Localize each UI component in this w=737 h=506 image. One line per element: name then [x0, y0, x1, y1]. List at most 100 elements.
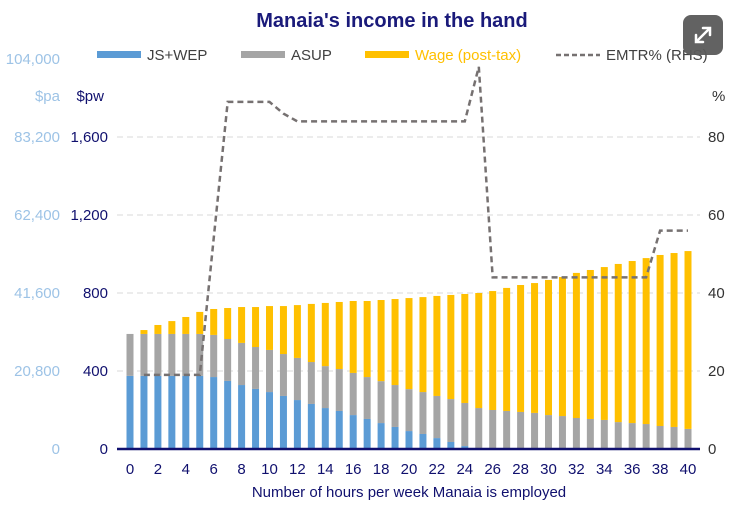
x-tick: 10: [261, 461, 278, 478]
bar-asup-32: [572, 417, 580, 449]
bar-wage-post-tax-27: [503, 287, 511, 411]
bar-asup-23: [447, 399, 455, 442]
bar-wage-post-tax-30: [545, 279, 552, 416]
bar-asup-24: [461, 402, 469, 447]
bar-asup-22: [433, 395, 441, 439]
y-tick-pw: 1,200: [70, 207, 108, 224]
bar-asup-18: [377, 381, 385, 424]
legend-swatch-asup: [241, 51, 285, 58]
legend-label-js-wep: JS+WEP: [147, 47, 207, 64]
bar-asup-11: [279, 354, 287, 396]
bar-wage-post-tax-11: [279, 306, 287, 355]
bar-js-wep-0: [126, 375, 134, 449]
bar-js-wep-18: [377, 423, 385, 449]
y-tick-pw: 1,600: [70, 129, 108, 146]
x-tick: 26: [484, 461, 501, 478]
x-tick: 16: [345, 461, 362, 478]
bar-wage-post-tax-34: [600, 267, 608, 420]
legend-swatch-js-wep: [97, 51, 141, 58]
bar-js-wep-16: [349, 415, 357, 449]
y-tick-right: 60: [708, 207, 725, 224]
bar-asup-8: [238, 342, 246, 386]
chart-title: Manaia's income in the hand: [256, 10, 527, 32]
bar-wage-post-tax-4: [182, 316, 190, 334]
bars: [126, 251, 692, 449]
y-axis-label-right: %: [712, 88, 725, 105]
x-tick: 8: [237, 461, 245, 478]
bar-asup-0: [126, 333, 134, 376]
legend-label-emtr-rhs: EMTR% (RHS): [606, 47, 708, 64]
y-tick-pa: 83,200: [14, 129, 60, 146]
bar-asup-5: [196, 333, 204, 376]
bar-wage-post-tax-40: [684, 251, 692, 429]
x-tick: 12: [289, 461, 306, 478]
bar-asup-12: [293, 357, 301, 401]
bar-js-wep-21: [419, 433, 427, 449]
y-axis-label-pw: $pw: [76, 88, 104, 105]
bar-wage-post-tax-18: [377, 300, 385, 382]
bar-wage-post-tax-6: [210, 308, 218, 335]
bar-wage-post-tax-38: [656, 254, 664, 426]
bar-asup-28: [517, 411, 525, 449]
y-tick-right: 40: [708, 285, 725, 302]
x-tick: 34: [596, 461, 613, 478]
bar-js-wep-11: [279, 395, 287, 449]
bar-wage-post-tax-2: [154, 324, 162, 334]
bar-asup-25: [475, 408, 483, 449]
y-tick-pa: 41,600: [14, 285, 60, 302]
bar-wage-post-tax-35: [614, 263, 622, 423]
bar-asup-10: [266, 349, 273, 393]
bar-asup-1: [140, 333, 148, 376]
x-tick: 36: [624, 461, 641, 478]
bar-wage-post-tax-8: [238, 307, 246, 343]
x-tick: 24: [456, 461, 473, 478]
bar-asup-36: [628, 423, 636, 449]
expand-button[interactable]: [683, 15, 723, 55]
bar-wage-post-tax-20: [405, 298, 413, 390]
bar-wage-post-tax-5: [196, 311, 204, 334]
y-tick-pa: 62,400: [14, 207, 60, 224]
y-tick-pa: 104,000: [6, 51, 60, 68]
y-axis-label-pa: $pa: [35, 88, 61, 105]
x-tick: 40: [680, 461, 697, 478]
bar-asup-21: [419, 392, 427, 434]
bar-wage-post-tax-23: [447, 294, 455, 400]
y-tick-right: 0: [708, 441, 716, 458]
bar-asup-3: [168, 333, 176, 376]
bar-wage-post-tax-31: [558, 277, 566, 417]
bar-asup-4: [182, 333, 190, 376]
bar-asup-39: [670, 426, 678, 449]
x-tick: 28: [512, 461, 529, 478]
bar-js-wep-1: [140, 375, 148, 449]
bar-wage-post-tax-19: [391, 299, 399, 386]
y-tick-pa: 0: [52, 441, 60, 458]
bar-wage-post-tax-17: [363, 300, 371, 378]
bar-asup-7: [224, 339, 232, 381]
bar-asup-33: [586, 418, 594, 449]
bar-js-wep-19: [391, 426, 399, 449]
bar-js-wep-12: [293, 400, 301, 449]
bar-wage-post-tax-21: [419, 297, 427, 393]
bar-js-wep-20: [405, 431, 413, 449]
tick-labels: 04008001,2001,600020,80041,60062,40083,2…: [6, 51, 725, 478]
bar-asup-34: [600, 419, 608, 449]
y-tick-pw: 800: [83, 285, 108, 302]
y-tick-pw: 0: [100, 441, 108, 458]
bar-js-wep-5: [196, 375, 204, 449]
bar-wage-post-tax-7: [224, 308, 232, 340]
bar-wage-post-tax-22: [433, 295, 441, 396]
bar-asup-38: [656, 425, 664, 449]
bar-asup-40: [684, 428, 692, 449]
bar-js-wep-2: [154, 375, 162, 449]
bar-asup-29: [531, 412, 539, 449]
bar-js-wep-6: [210, 377, 218, 449]
bar-js-wep-13: [307, 403, 315, 449]
bar-js-wep-4: [182, 375, 190, 449]
bar-wage-post-tax-3: [168, 321, 176, 334]
bar-asup-26: [489, 410, 497, 449]
x-tick: 18: [373, 461, 390, 478]
bar-js-wep-23: [447, 441, 455, 449]
bar-wage-post-tax-9: [252, 307, 260, 348]
x-tick: 4: [182, 461, 190, 478]
